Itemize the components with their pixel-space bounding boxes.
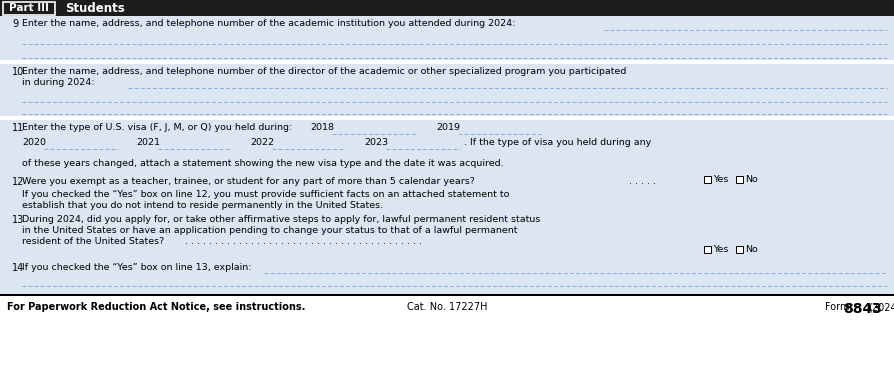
Text: 12: 12 xyxy=(12,177,24,187)
Text: If you checked the “Yes” box on line 12, you must provide sufficient facts on an: If you checked the “Yes” box on line 12,… xyxy=(22,190,509,199)
Text: Form: Form xyxy=(824,302,852,312)
Bar xyxy=(735,246,742,253)
Text: 14: 14 xyxy=(12,263,24,273)
Bar xyxy=(0,296,894,389)
Text: Were you exempt as a teacher, trainee, or student for any part of more than 5 ca: Were you exempt as a teacher, trainee, o… xyxy=(22,177,475,186)
Bar xyxy=(0,0,894,16)
Text: 2021: 2021 xyxy=(136,138,160,147)
Text: Enter the name, address, and telephone number of the academic institution you at: Enter the name, address, and telephone n… xyxy=(22,19,515,28)
Text: . . . . .: . . . . . xyxy=(628,177,655,186)
Bar xyxy=(0,294,894,296)
Text: in the United States or have an application pending to change your status to tha: in the United States or have an applicat… xyxy=(22,226,517,235)
Text: of these years changed, attach a statement showing the new visa type and the dat: of these years changed, attach a stateme… xyxy=(22,159,503,168)
Bar xyxy=(735,176,742,183)
Text: No: No xyxy=(744,245,757,254)
Text: Yes: Yes xyxy=(713,245,728,254)
Bar xyxy=(3,2,55,14)
Bar xyxy=(0,212,894,260)
Bar xyxy=(0,16,894,60)
Text: 11: 11 xyxy=(12,123,24,133)
Text: 2020: 2020 xyxy=(22,138,46,147)
Text: During 2024, did you apply for, or take other affirmative steps to apply for, la: During 2024, did you apply for, or take … xyxy=(22,215,540,224)
Text: 8843: 8843 xyxy=(842,302,881,316)
Bar xyxy=(0,174,894,212)
Bar xyxy=(0,260,894,294)
Text: . If the type of visa you held during any: . If the type of visa you held during an… xyxy=(463,138,651,147)
Text: 9: 9 xyxy=(12,19,18,29)
Text: For Paperwork Reduction Act Notice, see instructions.: For Paperwork Reduction Act Notice, see … xyxy=(7,302,305,312)
Text: resident of the United States?: resident of the United States? xyxy=(22,237,164,246)
Text: 13: 13 xyxy=(12,215,24,225)
Text: Yes: Yes xyxy=(713,175,728,184)
Bar xyxy=(0,60,894,64)
Bar xyxy=(0,116,894,120)
Text: If you checked the “Yes” box on line 13, explain:: If you checked the “Yes” box on line 13,… xyxy=(22,263,251,272)
Bar xyxy=(0,64,894,116)
Text: in during 2024:: in during 2024: xyxy=(22,78,95,87)
Text: Students: Students xyxy=(65,2,124,14)
Text: 2022: 2022 xyxy=(249,138,274,147)
Text: 2019: 2019 xyxy=(435,123,460,132)
Text: 2018: 2018 xyxy=(309,123,333,132)
Text: . . . . . . . . . . . . . . . . . . . . . . . . . . . . . . . . . . . . . . . .: . . . . . . . . . . . . . . . . . . . . … xyxy=(185,237,422,246)
Text: Part III: Part III xyxy=(9,3,49,13)
Text: No: No xyxy=(744,175,757,184)
Text: 2023: 2023 xyxy=(364,138,388,147)
Text: Enter the type of U.S. visa (F, J, M, or Q) you held during:: Enter the type of U.S. visa (F, J, M, or… xyxy=(22,123,292,132)
Text: (2024): (2024) xyxy=(867,302,894,312)
Text: Cat. No. 17227H: Cat. No. 17227H xyxy=(406,302,486,312)
Text: 10: 10 xyxy=(12,67,24,77)
Bar xyxy=(0,120,894,174)
Text: establish that you do not intend to reside permanently in the United States.: establish that you do not intend to resi… xyxy=(22,201,383,210)
Bar xyxy=(704,176,710,183)
Text: Enter the name, address, and telephone number of the director of the academic or: Enter the name, address, and telephone n… xyxy=(22,67,626,76)
Bar xyxy=(704,246,710,253)
